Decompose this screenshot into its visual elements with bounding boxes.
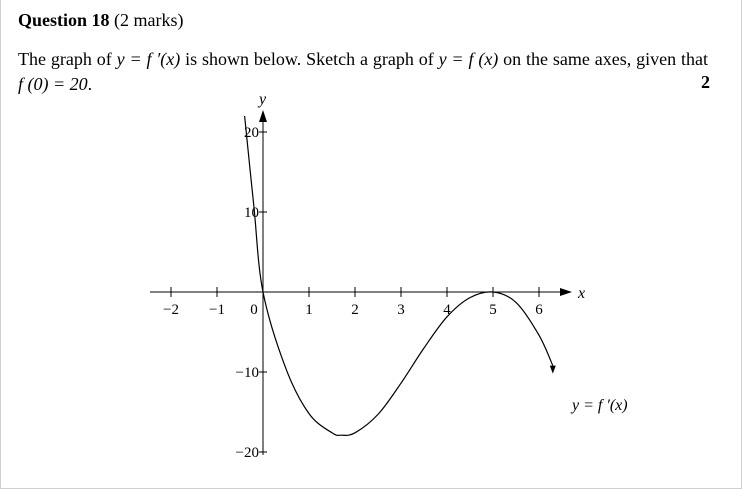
math-expression: y = f (x) [438,49,499,69]
x-tick-label: 5 [489,302,497,318]
question-text-part: is shown below. Sketch a graph of [180,49,439,69]
curve-end-arrow [549,365,556,374]
question-text-part: on the same axes, given that [498,49,708,69]
math-expression: f (0) = 20 [18,74,88,94]
x-tick-label: 2 [351,302,359,318]
x-tick-label: 0 [250,302,258,318]
y-axis-label: y [257,91,267,108]
x-tick-label: 3 [397,302,405,318]
math-expression: y = f ′(x) [116,49,181,69]
y-tick-label: −20 [236,445,259,461]
x-tick-label: 4 [443,302,451,318]
y-axis-arrow [259,110,267,122]
curve-label: y = f ′(x) [570,397,628,414]
x-tick-label: −1 [209,302,225,318]
curve-f-prime [244,115,554,436]
question-number: Question 18 [18,10,110,30]
x-tick-label: 6 [535,302,543,318]
x-axis-label: x [577,285,585,302]
question-text: The graph of y = f ′(x) is shown below. … [18,47,708,97]
x-tick-label: −2 [163,302,179,318]
axes [150,110,572,455]
x-axis-arrow [560,288,572,296]
question-marks: (2 marks) [114,10,184,30]
marks-value: 2 [701,72,710,92]
y-tick-label: 10 [244,205,259,221]
question-text-part: The graph of [18,49,117,69]
question-title: Question 18 (2 marks) [18,10,184,31]
x-tick-label: 1 [305,302,313,318]
y-tick-label: 20 [244,125,259,141]
question-text-part: . [87,74,93,94]
y-tick-label: −10 [236,365,259,381]
